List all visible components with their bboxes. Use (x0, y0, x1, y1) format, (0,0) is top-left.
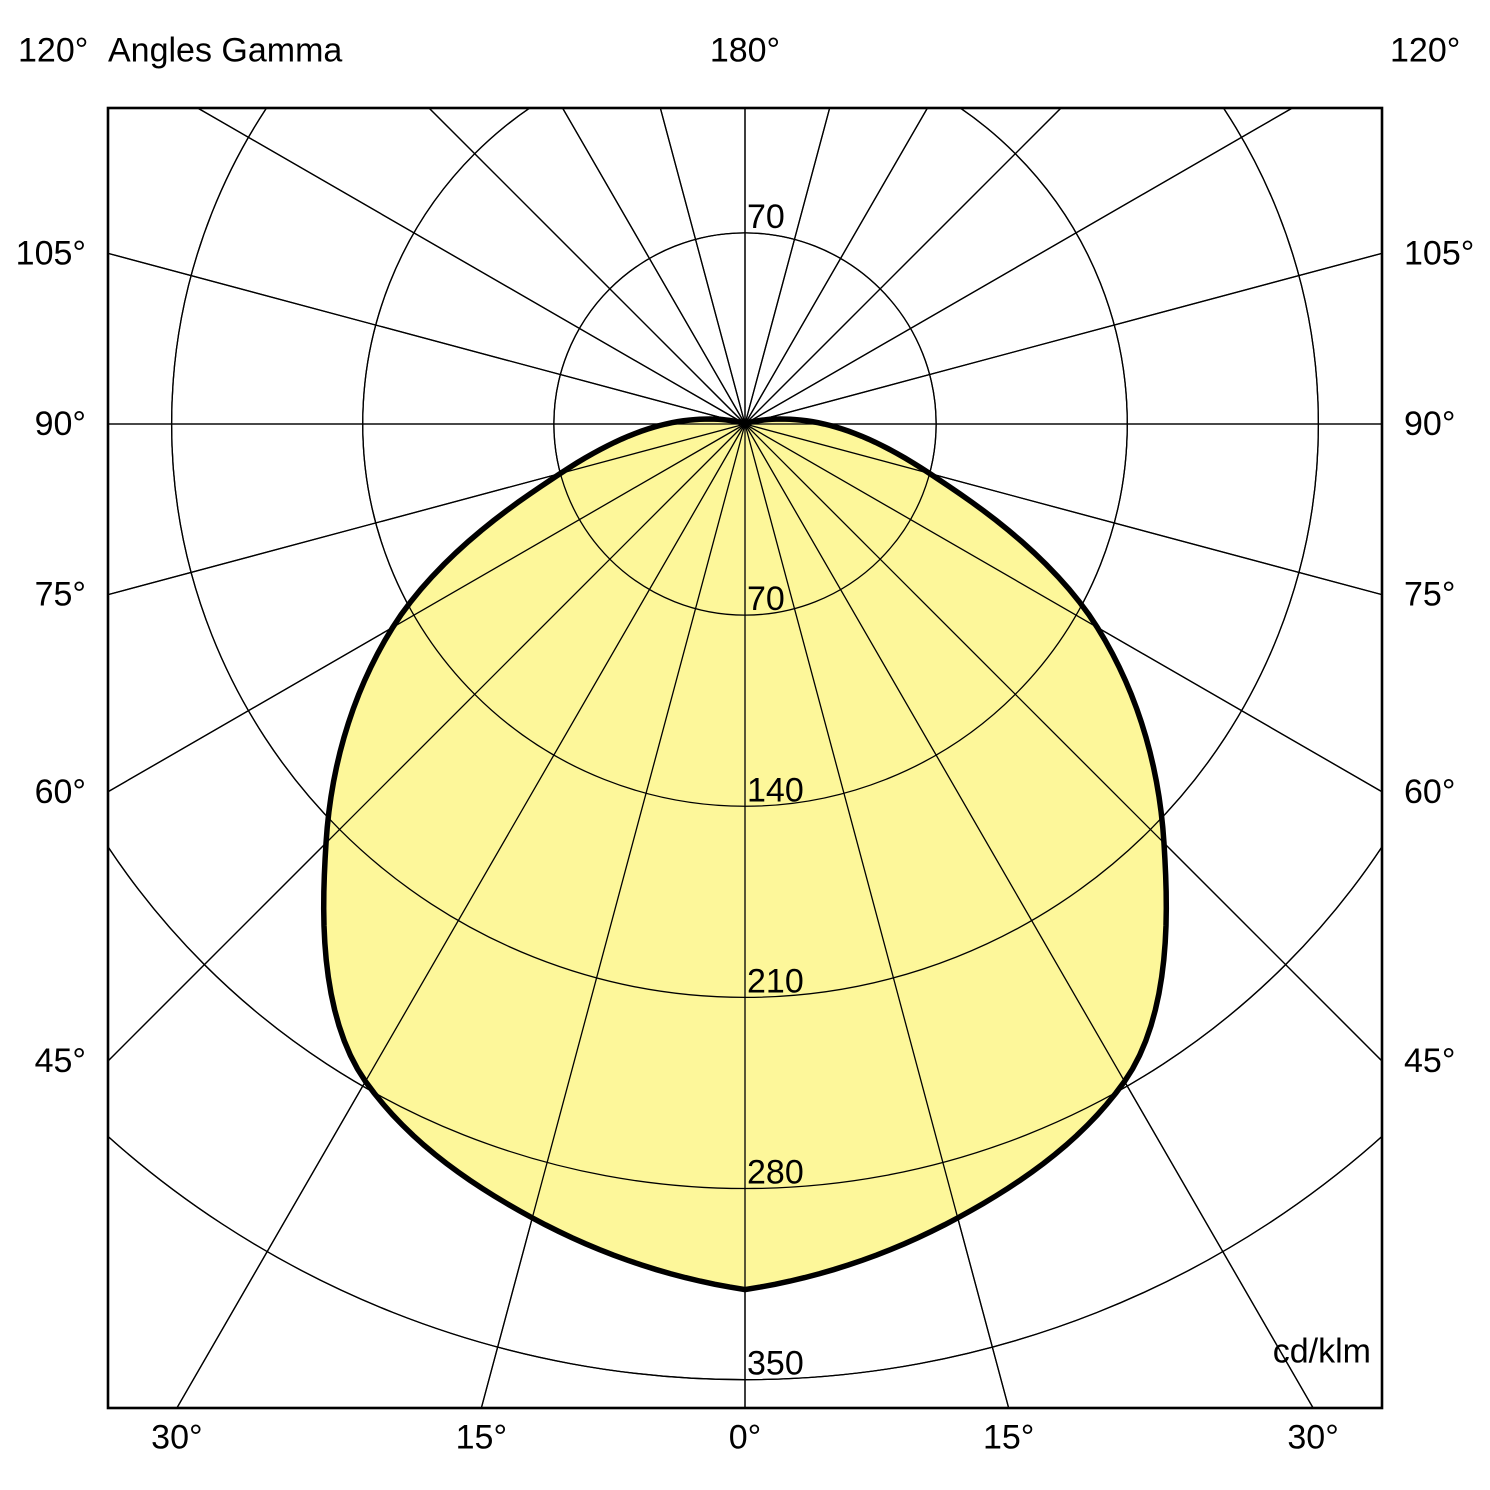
svg-text:90°: 90° (1404, 405, 1455, 443)
svg-text:90°: 90° (35, 405, 86, 443)
svg-text:30°: 30° (1287, 1418, 1338, 1456)
svg-text:60°: 60° (35, 773, 86, 811)
svg-text:15°: 15° (456, 1418, 507, 1456)
svg-text:70: 70 (747, 198, 785, 236)
svg-text:0°: 0° (729, 1418, 762, 1456)
svg-text:350: 350 (747, 1345, 804, 1383)
svg-text:45°: 45° (35, 1042, 86, 1080)
svg-text:280: 280 (747, 1154, 804, 1192)
svg-text:210: 210 (747, 962, 804, 1000)
svg-text:180°: 180° (710, 31, 780, 69)
svg-text:105°: 105° (16, 234, 86, 272)
svg-text:70: 70 (747, 580, 785, 618)
svg-text:Angles Gamma: Angles Gamma (108, 31, 342, 69)
svg-text:15°: 15° (983, 1418, 1034, 1456)
svg-text:75°: 75° (35, 576, 86, 614)
svg-text:120°: 120° (1390, 31, 1460, 69)
svg-text:30°: 30° (151, 1418, 202, 1456)
svg-text:75°: 75° (1404, 576, 1455, 614)
svg-text:45°: 45° (1404, 1042, 1455, 1080)
svg-text:cd/klm: cd/klm (1273, 1333, 1371, 1371)
svg-text:140: 140 (747, 771, 804, 809)
svg-text:105°: 105° (1404, 234, 1474, 272)
svg-text:120°: 120° (18, 31, 88, 69)
svg-text:60°: 60° (1404, 773, 1455, 811)
